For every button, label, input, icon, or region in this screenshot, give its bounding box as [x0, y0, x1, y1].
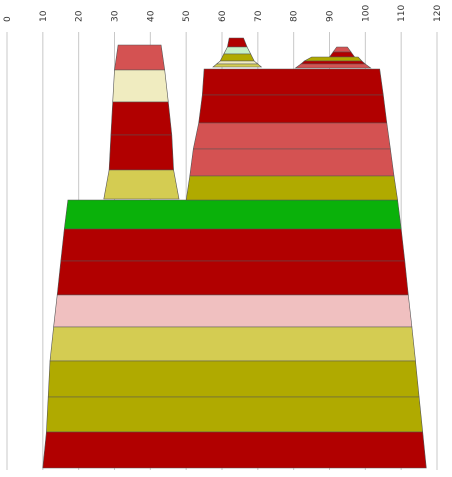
base-stack-band-7 — [46, 396, 424, 433]
left-tower — [103, 44, 180, 200]
base-stack-band-4 — [53, 294, 413, 328]
x-tick-label-20: 20 — [75, 10, 85, 22]
right-tower-band-4 — [189, 148, 395, 177]
left-tower-band-2 — [112, 69, 169, 103]
left-tower-band-1 — [114, 44, 166, 71]
left-tower-band-5 — [103, 169, 180, 200]
x-tick-label-70: 70 — [254, 10, 264, 22]
right-peak-band-5 — [294, 63, 372, 69]
right-tower-band-1 — [201, 68, 384, 96]
x-tick-label-120: 120 — [433, 5, 443, 22]
right-peak-band-3 — [303, 56, 363, 62]
x-tick-label-60: 60 — [218, 10, 228, 22]
left-peak-band-1 — [227, 37, 248, 48]
x-tick-label-40: 40 — [146, 10, 156, 22]
left-peak-band-2 — [223, 46, 252, 55]
x-tick-labels: 0 10 20 30 40 50 60 70 80 90 100 110 120 — [3, 5, 443, 22]
base-stack-band-8 — [42, 431, 427, 469]
base-stack-band-3 — [56, 260, 409, 296]
left-peak-band-3 — [219, 53, 255, 62]
left-peak-band-4 — [215, 60, 259, 65]
base-stack — [42, 199, 427, 469]
x-tick-label-30: 30 — [111, 10, 121, 22]
right-tower — [185, 68, 398, 201]
shape-layer — [42, 37, 427, 469]
right-peak-band-2 — [328, 51, 356, 58]
base-stack-band-1 — [63, 199, 402, 230]
x-tick-label-50: 50 — [182, 10, 192, 22]
right-tower-band-5 — [185, 175, 398, 201]
right-peak — [294, 46, 372, 69]
x-tick-label-0: 0 — [3, 16, 13, 22]
base-stack-band-2 — [60, 228, 406, 262]
x-tick-label-80: 80 — [290, 10, 300, 22]
left-tower-band-4 — [108, 134, 174, 171]
x-tick-label-90: 90 — [326, 10, 336, 22]
right-tower-band-2 — [198, 94, 388, 124]
x-tick-label-110: 110 — [397, 5, 407, 22]
left-tower-band-3 — [110, 101, 173, 136]
right-peak-band-1 — [332, 46, 352, 53]
base-stack-band-6 — [47, 360, 420, 398]
right-tower-band-3 — [192, 122, 391, 150]
base-stack-band-5 — [49, 326, 416, 362]
x-tick-label-10: 10 — [39, 10, 49, 22]
left-peak — [212, 37, 263, 68]
left-peak-band-5 — [212, 63, 263, 68]
x-tick-label-100: 100 — [361, 5, 371, 22]
right-peak-band-4 — [299, 60, 367, 65]
